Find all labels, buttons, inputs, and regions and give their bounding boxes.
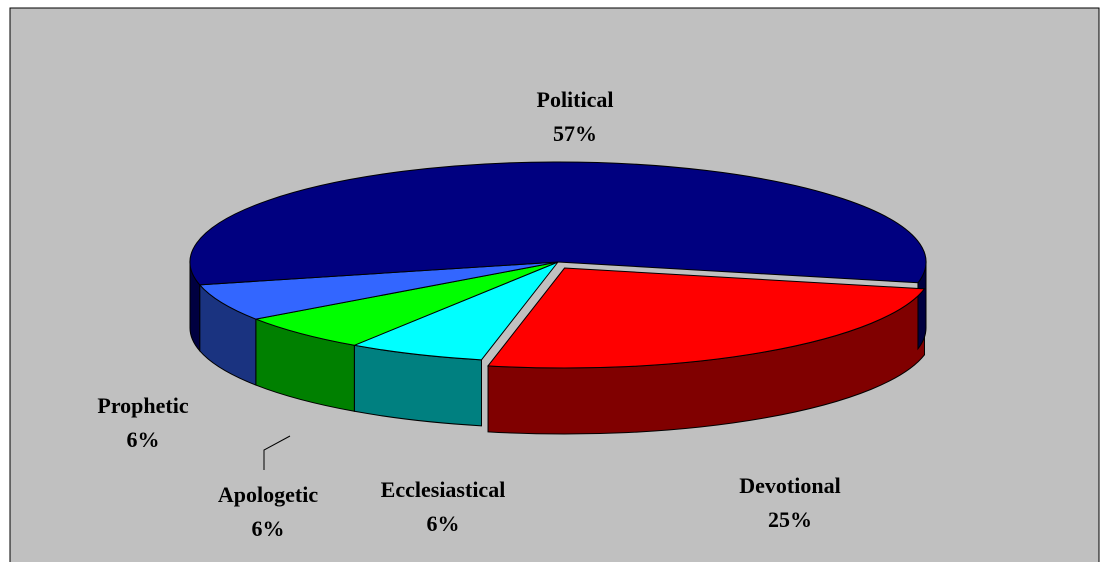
- pie-slice: [198, 261, 559, 320]
- slice-label: Prophetic: [97, 393, 188, 418]
- slice-value-label: 6%: [427, 511, 460, 536]
- slice-label: Devotional: [739, 473, 840, 498]
- slice-label: Political: [537, 87, 614, 112]
- slice-label: Apologetic: [218, 482, 318, 507]
- leader-line: [263, 435, 291, 470]
- slice-value-label: 57%: [553, 121, 597, 146]
- slice-value-label: 25%: [768, 507, 812, 532]
- slice-label: Ecclesiastical: [381, 477, 506, 502]
- slice-value-label: 6%: [127, 427, 160, 452]
- pie-slice: [352, 260, 560, 361]
- pie-slice: [487, 267, 926, 369]
- pie-slice: [254, 261, 559, 346]
- pie-slice: [189, 161, 927, 286]
- slice-value-label: 6%: [252, 516, 285, 541]
